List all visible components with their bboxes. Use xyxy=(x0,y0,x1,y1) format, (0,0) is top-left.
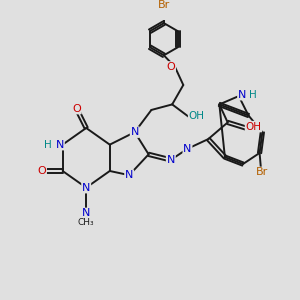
Text: Br: Br xyxy=(256,167,268,177)
Text: H: H xyxy=(44,140,52,150)
Text: O: O xyxy=(72,103,81,114)
Text: O: O xyxy=(38,166,46,176)
Text: N: N xyxy=(183,144,192,154)
Text: N: N xyxy=(130,127,139,137)
Text: CH₃: CH₃ xyxy=(78,218,94,227)
Text: N: N xyxy=(82,183,90,193)
Text: N: N xyxy=(125,170,134,180)
Text: N: N xyxy=(56,140,64,150)
Text: N: N xyxy=(167,155,175,165)
Text: Br: Br xyxy=(158,0,170,11)
Text: N: N xyxy=(238,90,246,100)
Text: OH: OH xyxy=(245,122,262,132)
Text: O: O xyxy=(167,62,175,72)
Text: N: N xyxy=(82,208,90,218)
Text: OH: OH xyxy=(189,110,205,121)
Text: H: H xyxy=(249,90,257,100)
